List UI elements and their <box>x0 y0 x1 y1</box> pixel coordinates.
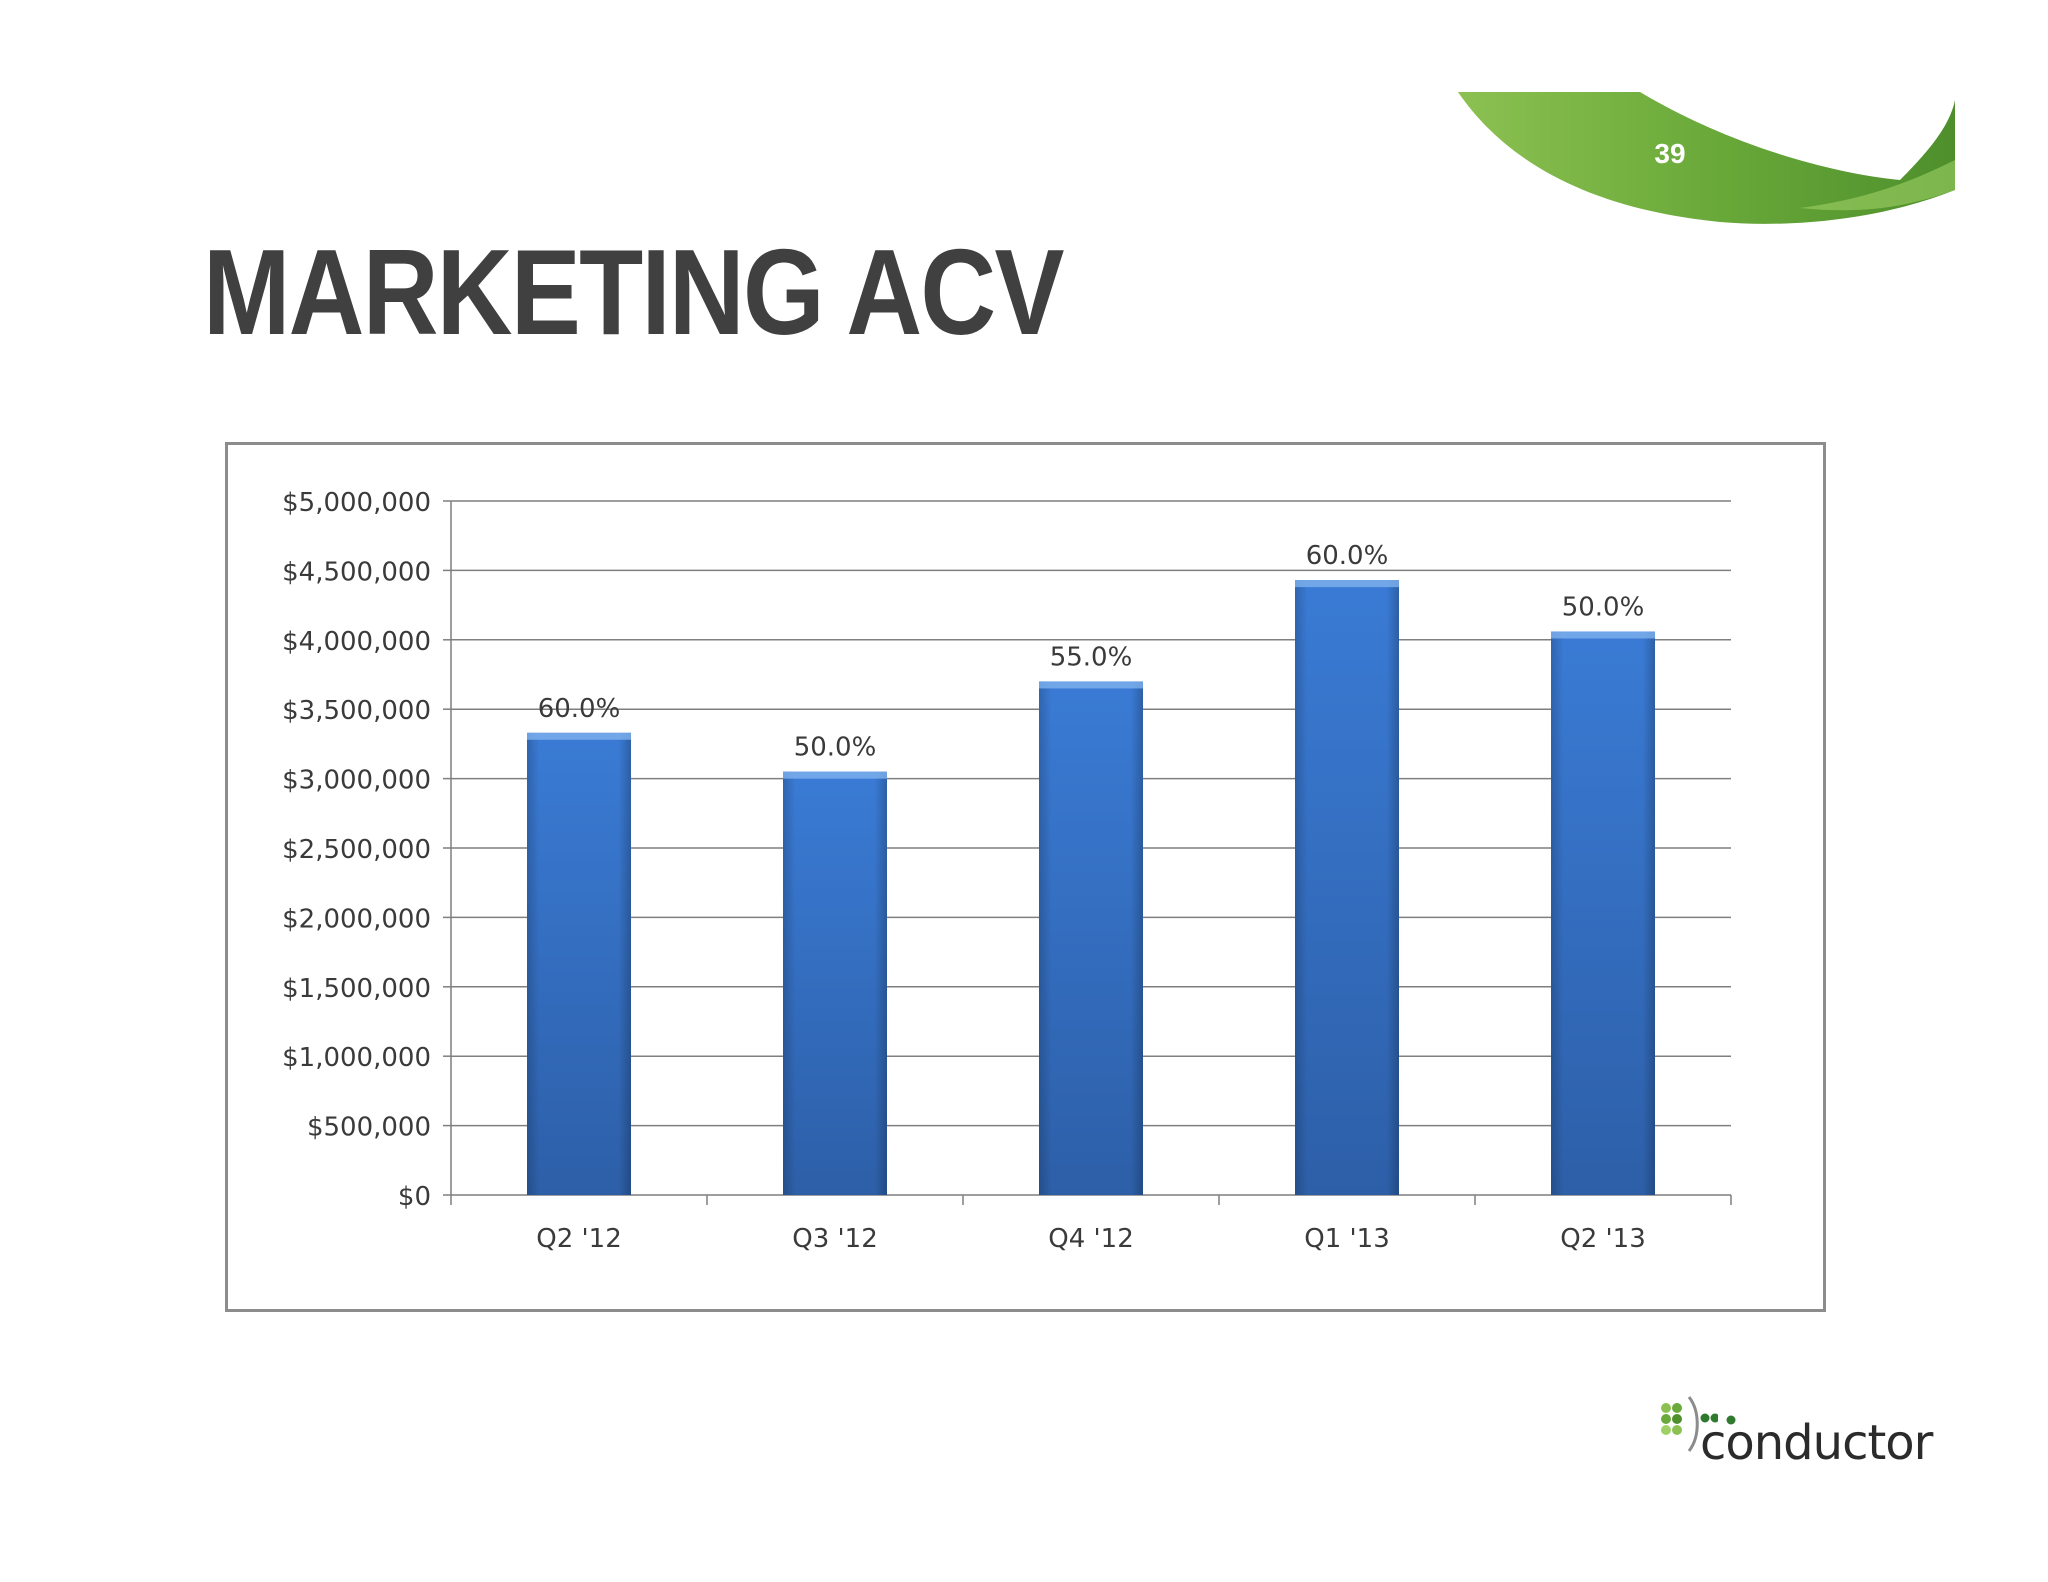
green-swoosh-highlight <box>1800 160 1955 211</box>
bar-chart: $0 $500,000 $1,000,000 $1,500,000 $2,000,000… <box>282 488 1732 1254</box>
bar-top-highlight <box>1039 681 1143 689</box>
green-swoosh-shape <box>1458 92 1955 224</box>
logo-dots-icon <box>1661 1396 1718 1452</box>
conductor-logo: conductor <box>1658 1393 1938 1473</box>
x-tick-label: Q2 '12 <box>536 1224 622 1254</box>
bar-shading <box>1039 681 1143 1195</box>
bar-top-highlight <box>1551 631 1655 639</box>
y-tick-label: $4,500,000 <box>282 557 431 587</box>
logo-dot-icon <box>1726 1415 1736 1425</box>
logo-wordmark: conductor <box>1700 1415 1933 1471</box>
y-tick-label: $3,000,000 <box>282 766 431 796</box>
bar-top-highlight <box>527 732 631 740</box>
x-tick-label: Q3 '12 <box>792 1224 878 1254</box>
chart-frame: $0 $500,000 $1,000,000 $1,500,000 $2,000,000… <box>225 442 1826 1312</box>
bar-top-highlight <box>783 771 887 779</box>
y-tick-label: $0 <box>398 1182 431 1212</box>
data-label: 60.0% <box>538 694 621 724</box>
y-tick-label: $5,000,000 <box>282 488 431 518</box>
bar-shading <box>1551 631 1655 1195</box>
slide-title: MARKETING ACV <box>203 224 1064 360</box>
data-label: 50.0% <box>1562 592 1645 622</box>
y-tick-label: $3,500,000 <box>282 696 431 726</box>
bar-top-highlight <box>1295 580 1399 588</box>
y-tick-label: $2,500,000 <box>282 835 431 865</box>
x-tick-label: Q4 '12 <box>1048 1224 1134 1254</box>
data-label: 60.0% <box>1306 541 1389 571</box>
bar-shading <box>527 732 631 1195</box>
data-label: 55.0% <box>1050 642 1133 672</box>
y-tick-label: $2,000,000 <box>282 904 431 934</box>
data-label: 50.0% <box>794 733 877 763</box>
y-tick-label: $1,500,000 <box>282 974 431 1004</box>
bar-shading <box>783 771 887 1195</box>
y-tick-label: $4,000,000 <box>282 627 431 657</box>
x-tick-label: Q2 '13 <box>1560 1224 1646 1254</box>
x-tick-label: Q1 '13 <box>1304 1224 1390 1254</box>
page-number: 39 <box>1654 138 1686 169</box>
y-tick-label: $500,000 <box>307 1113 431 1143</box>
y-tick-label: $1,000,000 <box>282 1043 431 1073</box>
bar-shading <box>1295 580 1399 1195</box>
